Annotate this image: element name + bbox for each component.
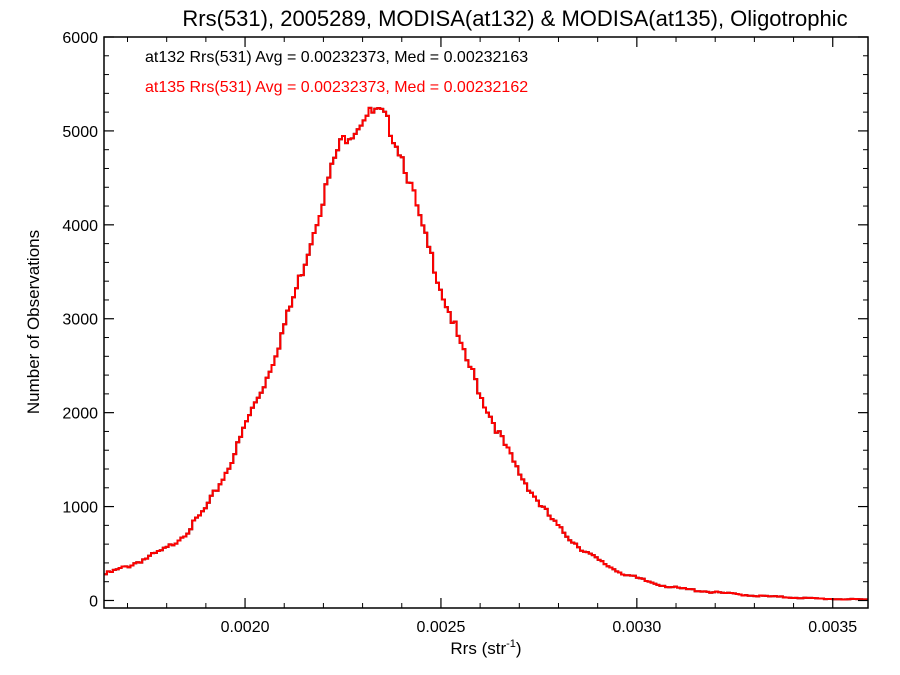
y-tick-label: 3000: [62, 312, 98, 329]
annotation-at135: at135 Rrs(531) Avg = 0.00232373, Med = 0…: [145, 79, 528, 96]
x-axis-label-suffix: ): [516, 639, 522, 658]
series-at132-line: [104, 106, 868, 601]
x-tick-label: 0.0025: [416, 619, 465, 636]
x-tick-label: 0.0020: [221, 619, 270, 636]
y-tick-label: 6000: [62, 30, 98, 47]
y-tick-label: 5000: [62, 124, 98, 141]
x-tick-label: 0.0030: [612, 619, 661, 636]
chart-title: Rrs(531), 2005289, MODISA(at132) & MODIS…: [182, 6, 847, 31]
series-at135-line: [104, 106, 868, 601]
y-tick-label: 1000: [62, 500, 98, 517]
x-axis-label-exponent: -1: [506, 638, 516, 650]
y-tick-label: 0: [89, 593, 98, 610]
y-axis-label: Number of Observations: [24, 230, 43, 414]
x-axis-label: Rrs (str-1): [450, 638, 521, 658]
tick-layer: 0.0020 0.0025 0.0030 0.0035 0 1000 2000 3000 400…: [62, 30, 868, 636]
x-tick-label: 0.0035: [808, 619, 857, 636]
plot-frame: [103, 36, 869, 609]
y-tick-label: 4000: [62, 218, 98, 235]
y-tick-label: 2000: [62, 406, 98, 423]
annotation-at132: at132 Rrs(531) Avg = 0.00232373, Med = 0…: [145, 49, 528, 66]
series-layer: [104, 106, 868, 601]
x-axis-label-text: Rrs (str: [450, 639, 506, 658]
